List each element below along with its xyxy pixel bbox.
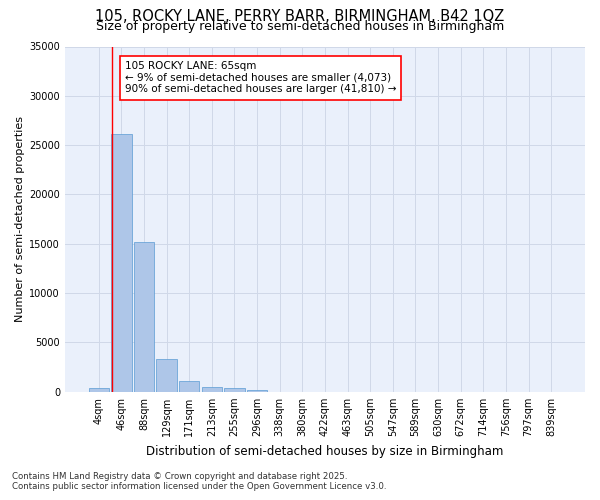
Bar (202, 387, 222, 392)
Text: Contains HM Land Registry data © Crown copyright and database right 2025.
Contai: Contains HM Land Registry data © Crown c… (12, 472, 386, 491)
Bar (247, 390, 267, 392)
Bar (89, 388, 109, 392)
Bar (224, 388, 245, 392)
Y-axis label: Number of semi-detached properties: Number of semi-detached properties (15, 116, 25, 322)
X-axis label: Distribution of semi-detached houses by size in Birmingham: Distribution of semi-detached houses by … (146, 444, 503, 458)
Text: 105, ROCKY LANE, PERRY BARR, BIRMINGHAM, B42 1QZ: 105, ROCKY LANE, PERRY BARR, BIRMINGHAM,… (95, 9, 505, 24)
Text: 105 ROCKY LANE: 65sqm
← 9% of semi-detached houses are smaller (4,073)
90% of se: 105 ROCKY LANE: 65sqm ← 9% of semi-detac… (125, 62, 396, 94)
Text: Size of property relative to semi-detached houses in Birmingham: Size of property relative to semi-detach… (96, 20, 504, 33)
Bar (111, 134, 131, 392)
Bar (134, 242, 154, 392)
Bar (157, 359, 177, 392)
Bar (179, 381, 199, 392)
